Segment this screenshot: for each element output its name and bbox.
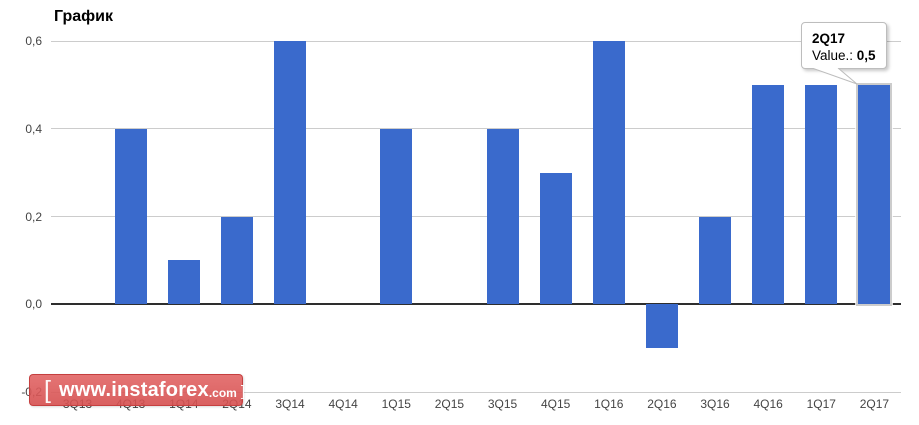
x-axis-label: 4Q15 [541,397,571,411]
gridline [51,40,901,42]
y-axis-label: 0,2 [25,209,42,224]
bar-2q17[interactable] [858,84,891,305]
x-axis-label: 1Q15 [381,397,411,411]
y-axis-label: 0,6 [25,34,42,48]
bar-1q14[interactable] [167,260,200,305]
y-axis-label: 0,0 [25,297,42,312]
x-axis-label: 4Q14 [328,397,358,411]
tooltip-value: 0,5 [856,48,876,63]
tooltip-value-label: Value.: [812,48,857,63]
watermark-close-bracket: ] [240,382,246,400]
watermark-site-name: www.instaforex [58,378,209,401]
bar-3q15[interactable] [486,128,519,305]
bar-2q14[interactable] [220,216,253,305]
bar-1q17[interactable] [805,84,838,305]
chart-title: График [54,8,113,25]
bar-3q14[interactable] [274,41,307,305]
tooltip-pointer [811,68,858,85]
bar-3q16[interactable] [699,216,732,305]
bar-1q15[interactable] [380,128,413,305]
x-axis-label: 2Q16 [647,397,677,411]
gridline [51,216,901,217]
bar-4q15[interactable] [539,172,572,305]
watermark-domain: .com [208,385,237,400]
gridline [51,128,901,130]
zero-baseline [51,303,901,306]
watermark-instaforex: [ www.instaforex .com ] [29,374,246,406]
bar-2q16[interactable] [645,304,678,349]
gridline [51,391,901,393]
x-axis-label: 2Q15 [434,397,465,411]
tooltip: 2Q17 Value.: 0,5 [801,22,887,69]
x-axis-label: 3Q14 [275,397,305,411]
bar-1q16[interactable] [592,41,625,305]
x-axis-label: 4Q16 [753,397,783,411]
bar-4q16[interactable] [752,84,785,305]
x-axis-label: 2Q17 [859,397,890,411]
watermark-open-bracket: [ [44,375,51,404]
x-axis-label: 1Q17 [806,397,836,411]
tooltip-value-row: Value.: 0,5 [812,47,886,64]
bar-4q13[interactable] [114,128,147,305]
x-axis-label: 3Q16 [700,397,730,411]
y-axis-label: 0,4 [25,121,42,136]
x-axis-label: 3Q15 [487,397,518,411]
x-axis-label: 1Q16 [594,397,624,411]
tooltip-title: 2Q17 [812,31,846,46]
